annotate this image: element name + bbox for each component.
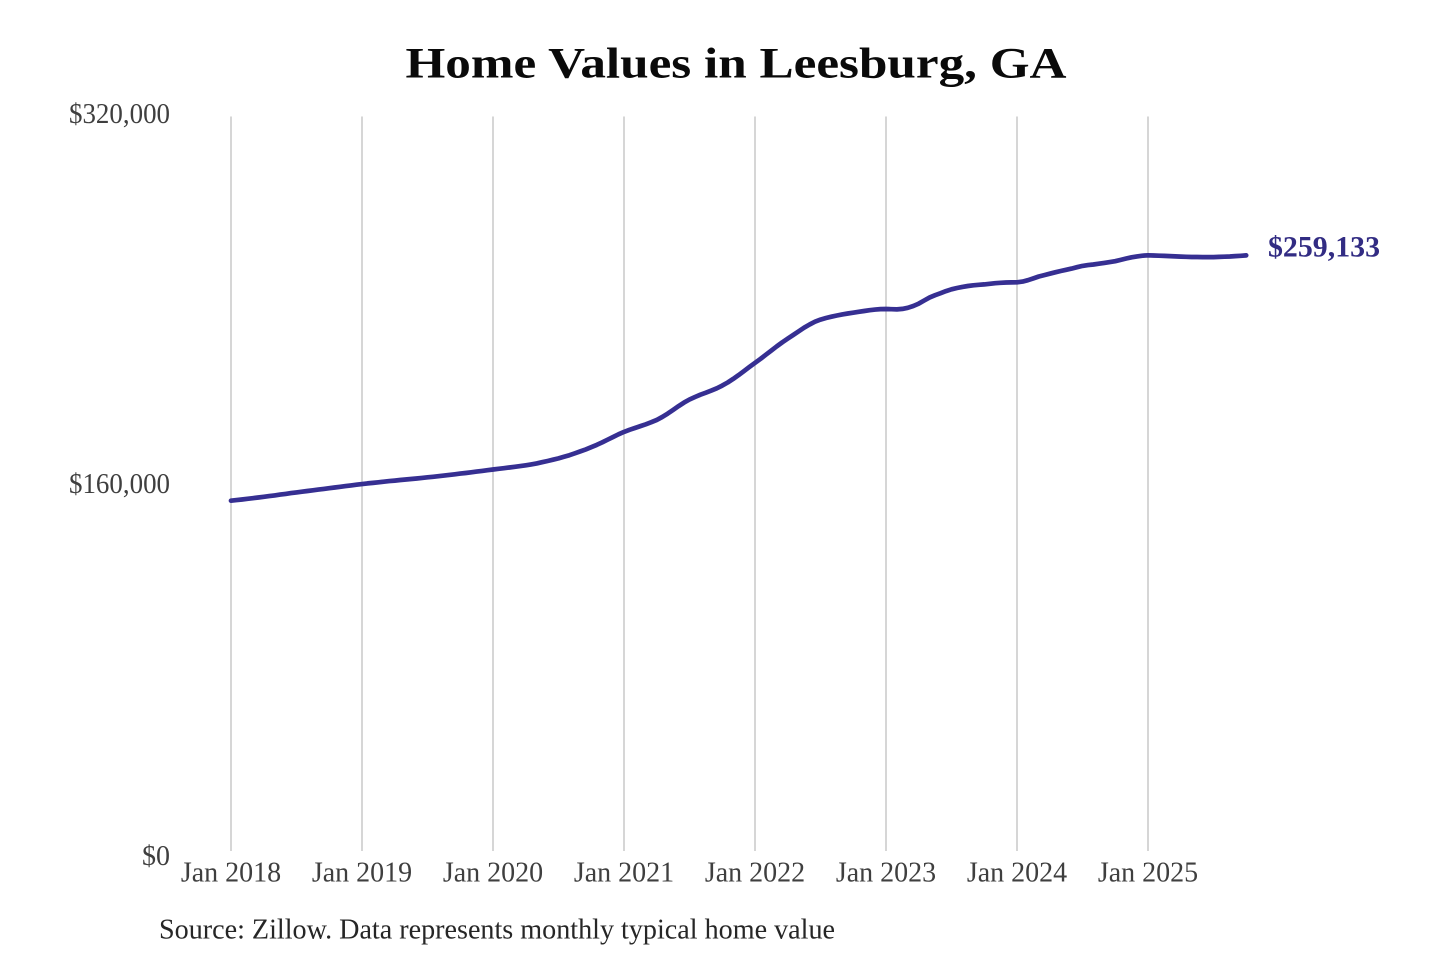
svg-text:$160,000: $160,000 [69,469,170,500]
svg-text:Jan 2024: Jan 2024 [967,858,1067,889]
svg-text:Jan 2021: Jan 2021 [574,858,674,889]
svg-text:Jan 2019: Jan 2019 [312,858,412,889]
svg-text:Jan 2018: Jan 2018 [181,858,281,889]
svg-text:$0: $0 [142,841,170,872]
svg-text:Home Values in Leesburg, GA: Home Values in Leesburg, GA [406,41,1067,88]
svg-text:Jan 2020: Jan 2020 [443,858,543,889]
svg-text:Jan 2023: Jan 2023 [836,858,936,889]
svg-text:Jan 2022: Jan 2022 [705,858,805,889]
svg-text:Source: Zillow. Data represent: Source: Zillow. Data represents monthly … [159,915,835,946]
svg-text:Jan 2025: Jan 2025 [1098,858,1198,889]
svg-text:$320,000: $320,000 [69,99,170,130]
svg-text:$259,133: $259,133 [1268,231,1380,264]
